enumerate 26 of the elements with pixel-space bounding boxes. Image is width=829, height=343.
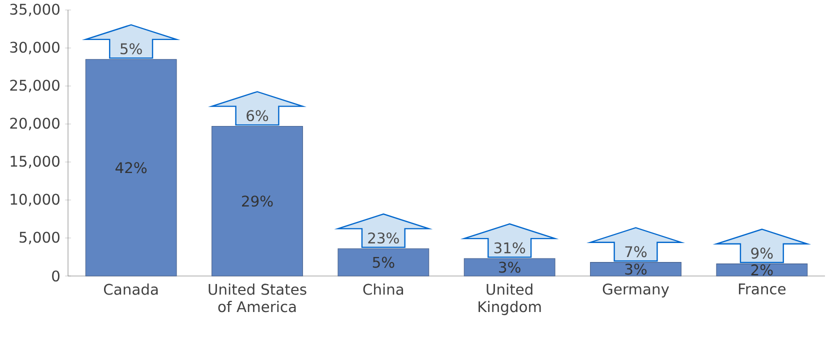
y-tick-label: 5,000 — [20, 232, 60, 244]
annotation: 9% — [751, 248, 773, 259]
x-tick-label: France — [738, 284, 786, 294]
y-tick-label: 0 — [52, 270, 60, 282]
annotation: 31% — [494, 242, 526, 254]
x-tick-label: Germany — [602, 284, 670, 298]
annotation: 2% — [751, 264, 773, 276]
y-tick-label: 30,000 — [10, 42, 60, 54]
annotation: 5% — [120, 43, 142, 54]
annotation: 3% — [499, 262, 520, 273]
y-tick-label: 15,000 — [10, 156, 60, 168]
annotation: 23% — [368, 232, 399, 244]
annotation: 42% — [116, 162, 147, 174]
annotation: 6% — [246, 110, 268, 122]
y-tick-label: 35,000 — [10, 4, 60, 16]
x-tick-label: United Kingdom — [478, 284, 541, 316]
annotation: 7% — [625, 246, 647, 258]
y-tick-label: 20,000 — [10, 118, 60, 130]
x-tick-label: China — [363, 284, 404, 295]
annotation: 29% — [242, 196, 273, 207]
x-tick-label: United States of America — [208, 284, 306, 312]
x-tick-label: Canada — [104, 284, 158, 295]
y-tick-label: 25,000 — [10, 80, 60, 92]
y-tick-label: 10,000 — [10, 194, 60, 206]
annotation: 5% — [372, 256, 394, 268]
annotation: 3% — [625, 264, 647, 275]
